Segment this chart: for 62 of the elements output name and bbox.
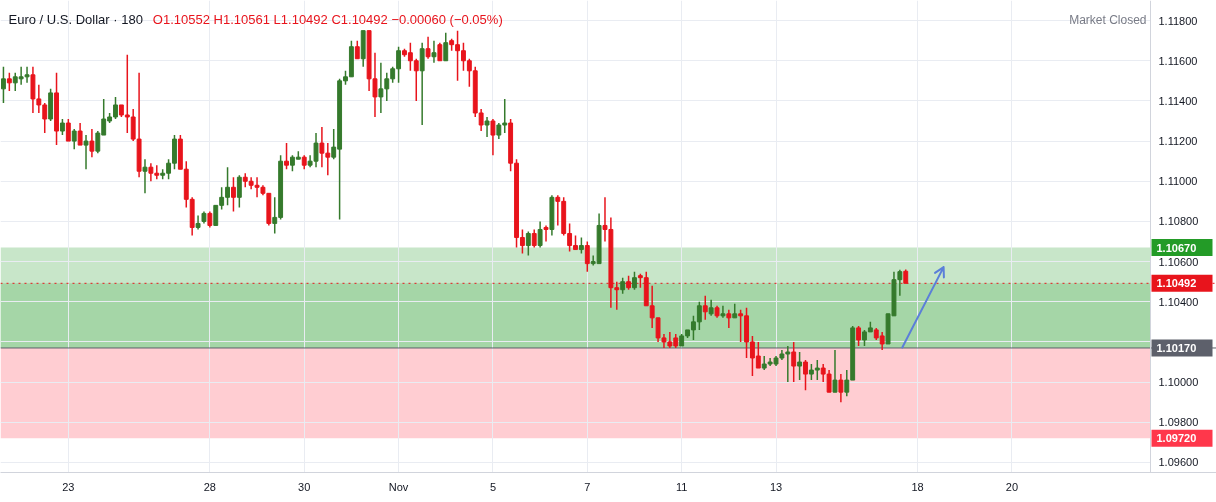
candlestick — [832, 349, 838, 393]
candlestick — [443, 31, 449, 62]
x-tick-label: 20 — [1005, 480, 1019, 493]
y-tick-label: 1.11200 — [1158, 135, 1198, 148]
candlestick — [231, 176, 236, 213]
candlestick — [354, 39, 360, 60]
candlestick — [803, 359, 808, 391]
x-tick-label: 28 — [203, 480, 216, 493]
candlestick — [419, 41, 425, 126]
band-label: 1.10670 — [1156, 241, 1197, 254]
y-tick-label: 1.10800 — [1158, 215, 1199, 228]
x-tick-label: 5 — [489, 480, 496, 493]
x-tick-label: 23 — [62, 480, 75, 493]
candlestick — [484, 116, 490, 138]
y-tick-label: 1.10400 — [1158, 295, 1199, 308]
text: O1.10552 H1.10561 L1.10492 C1.10492 −0.00060 (−0.05%) — [152, 12, 503, 27]
y-tick-label: 1.10600 — [1158, 255, 1199, 268]
candlestick — [720, 305, 726, 319]
x-tick-label: 13 — [769, 480, 783, 493]
candlestick — [856, 325, 862, 347]
candlestick — [142, 158, 148, 195]
text: Euro / U.S. Dollar · 180 — [8, 12, 143, 27]
x-tick-label: 7 — [584, 480, 591, 493]
candlestick — [791, 341, 797, 383]
candlestick — [543, 224, 549, 243]
candlestick — [584, 240, 590, 273]
candlestick — [838, 373, 844, 403]
candlestick — [425, 35, 431, 60]
y-tick-label: 1.11000 — [1158, 175, 1198, 188]
candlestick — [1, 66, 6, 104]
annotation: Market Closed — [1069, 12, 1147, 27]
candlestick — [89, 128, 95, 158]
y-tick-label: 1.10000 — [1158, 376, 1199, 389]
candlestick — [6, 72, 12, 92]
y-tick-label: 1.11400 — [1158, 94, 1198, 107]
x-tick-label: Nov — [388, 480, 409, 493]
candlestick — [83, 134, 89, 170]
candlestick — [71, 128, 77, 150]
candlestick — [490, 118, 496, 156]
candlestick — [65, 118, 71, 142]
x-tick-label: 30 — [298, 480, 311, 493]
y-tick-label: 1.11600 — [1158, 54, 1198, 67]
candlestick — [77, 122, 83, 146]
y-tick-label: 1.11800 — [1158, 14, 1198, 27]
x-tick-label: 11 — [675, 480, 688, 493]
candlestick — [726, 309, 732, 329]
ref-line-label: 1.10170 — [1156, 341, 1197, 354]
candlestick — [437, 41, 443, 62]
candlestick — [702, 295, 708, 321]
x-tick-label: 18 — [911, 480, 924, 493]
y-tick-label: 1.09800 — [1158, 416, 1199, 429]
candlestick — [431, 39, 437, 64]
candlestick — [236, 174, 242, 209]
candlestick — [531, 228, 537, 249]
candlestick — [632, 270, 637, 291]
candlestick — [284, 142, 289, 170]
candlestick — [797, 351, 803, 381]
candlestick — [537, 220, 543, 249]
y-tick-label: 1.09600 — [1158, 456, 1199, 469]
ref-line-label: 1.10492 — [1156, 277, 1197, 290]
candlestick — [525, 230, 531, 257]
band-label: 1.09720 — [1156, 432, 1197, 445]
